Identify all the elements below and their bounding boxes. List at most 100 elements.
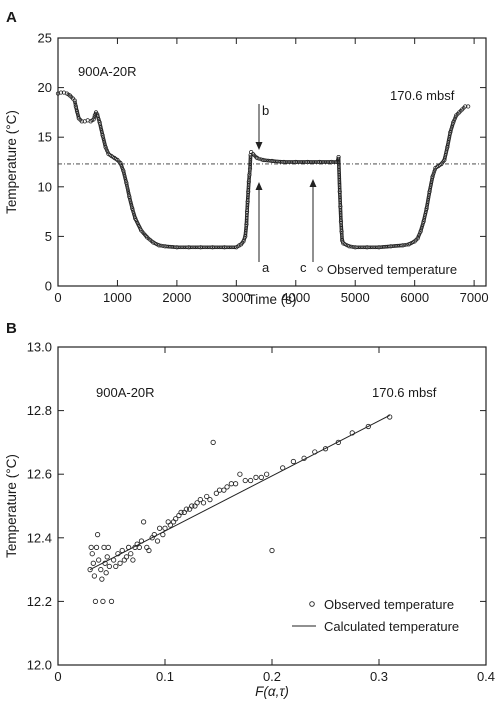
panel-b-point [228,481,234,487]
panel-a-point [246,181,251,186]
panel-b-point [88,544,94,550]
panel-a-point [159,243,163,248]
panel-b-calculated-line [89,414,390,571]
panel-b-point [173,516,179,522]
panel-a-point [248,160,253,164]
x-tick-label: 5000 [341,290,370,305]
panel-a-point [227,245,232,250]
panel-a-point [129,201,133,206]
x-tick-label: 0.2 [263,669,281,684]
panel-a-point [339,229,344,234]
panel-a-point [452,116,457,121]
panel-a-point [452,118,456,123]
panel-a-point [178,245,183,250]
panel-a-point [273,159,278,164]
panel-a-point [425,201,430,206]
panel-a-point [347,244,352,249]
panel-b-point [200,500,207,506]
y-tick-label: 12.2 [27,594,52,609]
panel-a-point [232,245,237,250]
panel-a-point [319,160,324,164]
panel-a-point [383,244,388,249]
panel-a-point [124,182,129,187]
panel-a-point [255,155,260,161]
panel-b-point [189,503,195,509]
panel-b-label: B [6,320,17,337]
panel-a-arrow-b-head [255,142,263,150]
panel-a-x-axis-label: Time (s) [248,292,297,307]
panel-a-point [98,123,103,128]
panel-b-point [125,544,132,550]
panel-b-x-ticks: 0 0.1 0.2 0.3 0.4 [54,347,495,684]
panel-b-point [91,573,98,579]
panel-a-point [448,128,453,133]
panel-b-point [93,544,100,550]
panel-b-point [106,563,112,570]
panel-a-point [275,159,279,164]
panel-a-point [280,160,285,164]
panel-a-point [444,150,449,154]
panel-a-point [447,137,451,141]
panel-a-point [387,244,392,249]
panel-b-point [136,544,142,550]
y-tick-label: 13.0 [27,340,52,355]
panel-b-point [101,544,107,550]
panel-a-point [209,245,213,250]
x-tick-label: 3000 [222,290,251,305]
panel-b-point [290,458,297,465]
y-tick-label: 5 [45,229,52,244]
panel-a-point [98,122,102,126]
x-tick-label: 1000 [103,290,132,305]
y-tick-label: 25 [38,31,52,46]
panel-b-point [221,487,227,493]
panel-a-point [349,244,354,249]
panel-a-point [331,160,336,164]
panel-a-point [225,245,230,250]
panel-a-point [295,160,300,164]
panel-a-point [310,160,315,164]
panel-a-point [105,148,109,153]
panel-b-point [170,519,177,525]
panel-b-point [140,519,147,525]
panel-a-point [58,90,64,95]
panel-a-x-ticks: 0 1000 2000 3000 4000 5000 6000 7000 [54,38,489,305]
panel-a-point [351,245,356,249]
panel-a-point [247,172,252,177]
panel-a-point [188,245,193,250]
panel-b-point [178,509,184,515]
panel-b-site-label: 900A-20R [96,385,155,400]
x-tick-label: 6000 [400,290,429,305]
panel-a-point [449,125,454,130]
panel-a-point [266,158,271,163]
panel-b-point [151,531,157,538]
panel-a-point [205,245,210,250]
panel-b-point [90,560,96,566]
panel-a-point [415,236,420,241]
panel-a-annotation-c: c [300,260,307,275]
panel-a-point [446,141,450,146]
panel-a-frame [57,37,487,287]
panel-a-point [390,244,395,249]
panel-a-point [395,243,400,248]
panel-b-legend-observed: Observed temperature [324,597,454,612]
panel-a-point [428,188,432,192]
panel-a-point [224,245,228,250]
panel-a-point [72,98,77,103]
panel-a-point [339,227,344,232]
panel-a-point [259,157,263,162]
panel-b-point [280,465,286,471]
panel-a-point [100,133,105,138]
panel-a-point [285,160,290,164]
panel-a-point [197,245,201,250]
panel-a-point [425,205,429,209]
panel-a-point [419,227,423,232]
panel-a-point [432,169,437,174]
panel-b-point [104,554,110,560]
panel-a-point [95,114,100,118]
panel-a-point [241,239,246,244]
panel-a-point [358,245,363,250]
panel-a-point [355,245,359,250]
panel-a-point [304,160,308,164]
panel-a-point [360,245,364,250]
x-tick-label: 0 [54,669,61,684]
